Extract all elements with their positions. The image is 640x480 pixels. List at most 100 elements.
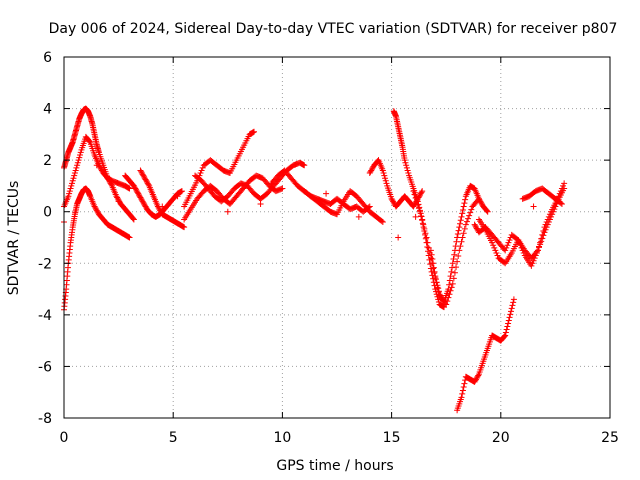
data-point xyxy=(446,277,453,284)
data-point xyxy=(473,376,480,383)
series-arc-peak-b xyxy=(61,133,133,210)
data-point xyxy=(114,195,121,202)
data-point xyxy=(472,377,479,384)
grid-lines xyxy=(64,57,610,418)
data-point xyxy=(503,326,510,333)
data-point xyxy=(379,219,386,226)
data-point xyxy=(74,159,81,166)
x-tick-label: 10 xyxy=(273,430,291,446)
y-tick-label: -2 xyxy=(38,256,52,272)
data-point xyxy=(178,188,185,195)
data-point xyxy=(113,193,120,200)
data-points xyxy=(61,105,568,414)
data-point xyxy=(181,224,188,231)
data-point xyxy=(93,207,100,214)
series-arc-deep xyxy=(454,296,517,414)
data-point xyxy=(502,332,509,339)
data-point xyxy=(76,154,83,161)
data-point xyxy=(489,239,496,246)
data-point xyxy=(142,203,149,210)
data-point xyxy=(509,302,516,309)
y-tick-label: 2 xyxy=(43,153,52,169)
data-point xyxy=(451,269,458,276)
data-point xyxy=(155,204,162,211)
data-point xyxy=(366,170,373,177)
data-point xyxy=(157,207,164,214)
data-point xyxy=(434,284,441,291)
plot-frame xyxy=(63,56,611,419)
data-point xyxy=(251,128,258,135)
data-point xyxy=(403,162,410,169)
data-point xyxy=(404,167,411,174)
data-point xyxy=(422,230,429,237)
data-point xyxy=(516,239,523,246)
data-point xyxy=(71,172,78,179)
x-axis-label: GPS time / hours xyxy=(276,458,393,474)
data-point xyxy=(458,213,465,220)
data-point xyxy=(390,198,397,205)
data-point xyxy=(410,203,417,210)
data-point xyxy=(114,194,121,201)
data-point xyxy=(73,164,80,171)
data-point xyxy=(537,239,544,246)
data-point xyxy=(483,207,490,214)
data-point xyxy=(157,208,164,215)
data-point xyxy=(423,234,430,241)
data-point xyxy=(541,224,548,231)
data-point xyxy=(466,212,473,219)
data-point xyxy=(418,189,425,196)
x-tick-label: 0 xyxy=(60,430,69,446)
data-point xyxy=(510,299,517,306)
data-point xyxy=(430,265,437,272)
data-point xyxy=(369,164,376,171)
data-point xyxy=(459,387,466,394)
data-point xyxy=(468,206,475,213)
data-point xyxy=(75,157,82,164)
data-point xyxy=(93,206,100,213)
data-point xyxy=(138,170,145,177)
data-point xyxy=(506,237,513,244)
data-point xyxy=(545,213,552,220)
data-point xyxy=(457,217,464,224)
data-point xyxy=(91,203,98,210)
data-point xyxy=(86,138,93,145)
data-point xyxy=(505,320,512,327)
data-point xyxy=(301,162,308,169)
series-arc-mid-b xyxy=(137,167,188,231)
data-point xyxy=(130,182,137,189)
data-point xyxy=(458,394,465,401)
data-point xyxy=(474,197,481,204)
data-point xyxy=(461,380,468,387)
data-point xyxy=(503,244,510,251)
data-point xyxy=(484,208,491,215)
data-point xyxy=(412,194,419,201)
data-point xyxy=(449,280,456,287)
data-point xyxy=(139,171,146,178)
data-point xyxy=(419,217,426,224)
data-point xyxy=(132,185,139,192)
data-point xyxy=(416,208,423,215)
data-point xyxy=(74,162,81,169)
data-point xyxy=(558,185,565,192)
data-point xyxy=(454,258,461,265)
data-point xyxy=(98,167,105,174)
data-point xyxy=(137,194,144,201)
data-point xyxy=(506,314,513,321)
y-tick-label: -6 xyxy=(38,359,52,375)
data-point xyxy=(444,298,451,305)
data-point xyxy=(460,230,467,237)
data-point xyxy=(505,317,512,324)
data-point xyxy=(156,206,163,213)
data-point xyxy=(561,180,568,187)
data-point xyxy=(555,193,562,200)
data-point xyxy=(445,294,452,301)
data-point xyxy=(557,188,564,195)
x-tick-label: 15 xyxy=(383,430,401,446)
data-point xyxy=(135,191,142,198)
data-point xyxy=(473,375,480,382)
data-point xyxy=(510,296,517,303)
data-point xyxy=(447,273,454,280)
data-point xyxy=(558,200,565,207)
data-point xyxy=(414,201,421,208)
data-point xyxy=(475,195,482,202)
